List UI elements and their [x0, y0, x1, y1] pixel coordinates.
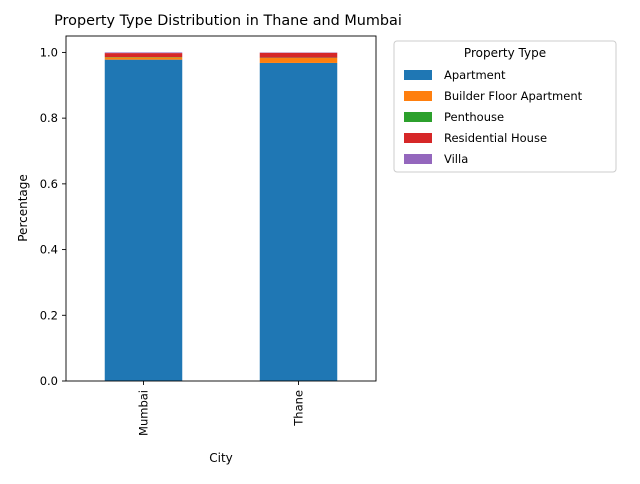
legend-label-apartment: Apartment: [444, 68, 506, 82]
legend-label-villa: Villa: [444, 152, 468, 166]
legend-swatch-builder-floor-apartment: [404, 91, 432, 101]
x-tick-label: Mumbai: [137, 390, 151, 436]
bar-mumbai-apartment: [105, 60, 183, 381]
y-tick-label: 0.0: [40, 374, 58, 388]
bar-thane-builder-floor-apartment: [260, 58, 338, 63]
legend-title: Property Type: [464, 46, 546, 60]
chart-title: Property Type Distribution in Thane and …: [54, 13, 402, 29]
bar-mumbai-villa: [105, 52, 183, 53]
legend-swatch-residential-house: [404, 133, 432, 143]
bar-mumbai-builder-floor-apartment: [105, 57, 183, 59]
legend-frame: [394, 41, 616, 172]
y-tick-label: 0.2: [40, 308, 58, 322]
legend-label-builder-floor-apartment: Builder Floor Apartment: [444, 89, 583, 103]
legend-label-penthouse: Penthouse: [444, 110, 504, 124]
legend-swatch-penthouse: [404, 112, 432, 122]
bar-mumbai-residential-house: [105, 53, 183, 57]
x-tick-label: Thane: [292, 390, 306, 427]
x-axis-label: City: [209, 451, 233, 465]
y-tick-label: 0.4: [40, 243, 58, 257]
legend-swatch-apartment: [404, 70, 432, 80]
legend-swatch-villa: [404, 154, 432, 164]
y-axis-label: Percentage: [16, 174, 30, 242]
bar-thane-apartment: [260, 63, 338, 381]
y-tick-label: 1.0: [40, 45, 58, 59]
y-tick-label: 0.8: [40, 111, 58, 125]
y-tick-label: 0.6: [40, 177, 58, 191]
legend: Property Type Apartment Builder Floor Apa…: [394, 41, 616, 172]
legend-label-residential-house: Residential House: [444, 131, 547, 145]
bar-thane-residential-house: [260, 53, 338, 58]
